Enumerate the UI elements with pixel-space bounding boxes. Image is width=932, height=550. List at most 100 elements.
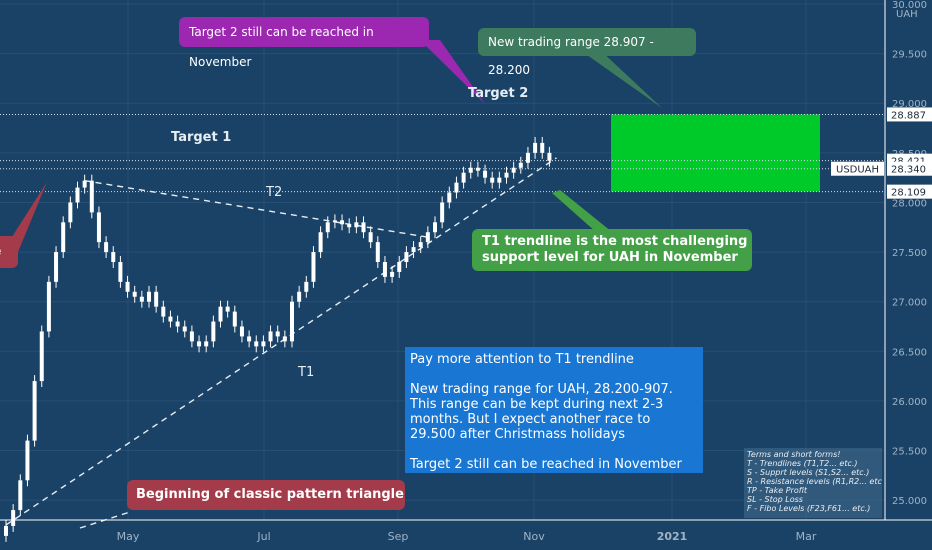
note-para-line: New trading range for UAH, 28.200-907. — [410, 382, 673, 397]
candle-body — [46, 281, 51, 332]
candle-body — [39, 331, 44, 382]
candle-body — [82, 180, 87, 188]
trendline-t2 — [84, 179, 428, 238]
candle-body — [433, 222, 437, 233]
price-tick-label: 27.000 — [892, 298, 927, 309]
candle-body — [425, 232, 430, 243]
candle-body — [447, 192, 452, 203]
t2-label: T2 — [266, 185, 283, 200]
legend-title: Terms and short forms! — [747, 450, 841, 459]
candle-body — [397, 262, 402, 272]
price-level-value: 28.340 — [891, 165, 926, 176]
price-level-tag — [887, 161, 932, 176]
candle-body — [311, 252, 316, 282]
note-para-line: months. But I expect another race to — [410, 412, 651, 427]
price-tick-label: 26.000 — [892, 397, 927, 408]
candle-body — [32, 381, 37, 441]
trading-range-callout: New trading range 28.907 - 28.200 — [478, 28, 696, 77]
candle-body — [232, 311, 237, 327]
left-edge-pointer — [10, 182, 47, 252]
price-level-value: 28.109 — [891, 188, 926, 199]
candle-body — [268, 331, 273, 342]
candle-body — [96, 212, 101, 243]
trading-range-pointer — [580, 50, 662, 108]
target-2-pointer — [420, 40, 485, 104]
legend-item: SL - Stop Loss — [747, 495, 803, 504]
candle-body — [518, 162, 523, 168]
t1-support-pointer — [552, 190, 612, 232]
candle-body — [411, 247, 416, 253]
target-1-label: Target 1 — [171, 130, 232, 145]
candle-body — [290, 301, 294, 342]
candle-body — [125, 281, 130, 292]
candle-body — [475, 167, 480, 171]
target-2-label: Target 2 — [468, 86, 529, 101]
candle-body — [375, 242, 380, 262]
price-tick-label: 28.000 — [892, 198, 927, 209]
t1-support-line-1: T1 trendline is the most challenging — [482, 234, 748, 249]
candle-body — [89, 180, 94, 213]
candle-body — [175, 321, 180, 327]
candle-body — [168, 316, 173, 322]
candle-body — [61, 222, 66, 253]
candle-body — [332, 220, 337, 223]
candle-body — [54, 252, 59, 282]
candle-body — [347, 224, 352, 228]
t1-support-line-2: support level for UAH in November — [482, 250, 738, 265]
candle-body — [304, 281, 309, 292]
candle-body — [4, 525, 8, 536]
candle-body — [497, 177, 502, 183]
candle-body — [118, 262, 123, 282]
candle-body — [340, 220, 345, 225]
note-last-line: Target 2 still can be reached in Novembe… — [410, 457, 682, 472]
price-unit-label: UAH — [896, 9, 918, 20]
candle-body — [104, 242, 109, 253]
legend-item: R - Resistance levels (R1,R2... etc — [747, 477, 882, 486]
price-tick-label: 27.500 — [892, 248, 927, 259]
terms-legend: Terms and short forms! T - Trendlines (T… — [744, 448, 882, 518]
candle-body — [147, 291, 151, 302]
target-range-zone — [611, 114, 820, 192]
candle-body — [354, 222, 359, 228]
trendline-t1 — [5, 157, 557, 526]
price-tick-label: 29.000 — [892, 99, 927, 110]
candle-body — [525, 152, 530, 163]
price-level-value: 28.887 — [891, 110, 926, 121]
candle-body — [25, 440, 30, 481]
candle-body — [68, 202, 73, 223]
note-line-1: Pay more attention to T1 trendline — [410, 352, 634, 367]
candle-body — [440, 202, 445, 223]
candle-body — [211, 321, 216, 342]
candle-body — [189, 331, 194, 342]
t1-support-callout: T1 trendline is the most challenging sup… — [472, 229, 752, 271]
t1-label: T1 — [298, 365, 315, 380]
candle-body — [454, 182, 459, 193]
candle-body — [504, 172, 509, 178]
price-tick-label: 25.500 — [892, 447, 927, 458]
candle-body — [254, 341, 259, 347]
time-tick-label: Sep — [388, 530, 409, 543]
price-level-tag — [887, 107, 932, 122]
price-tick-label: 29.500 — [892, 50, 927, 61]
note-para-line: 29.500 after Christmass holidays — [410, 427, 626, 442]
legend-item: T - Trendlines (T1,T2... etc.) — [747, 459, 858, 468]
candle-body — [282, 336, 287, 342]
time-tick-label: Jul — [256, 530, 270, 543]
candle-body — [18, 480, 23, 511]
target-2-callout: Target 2 still can be reached in Novembe… — [179, 17, 429, 69]
candle-body — [139, 296, 144, 302]
candle-body — [218, 306, 223, 322]
candle-body — [483, 170, 488, 178]
candle-body — [225, 306, 230, 312]
candle-body — [261, 341, 266, 347]
price-level-tag — [887, 184, 932, 199]
legend-item: F - Fibo Levels (F23,F61... etc.) — [747, 504, 871, 513]
candle-body — [390, 271, 395, 277]
candle-body — [275, 331, 280, 337]
candle-body — [197, 341, 202, 347]
candle-body — [247, 336, 252, 342]
analysis-note: Pay more attention to T1 trendline New t… — [405, 347, 703, 473]
time-tick-label: 2021 — [657, 530, 688, 543]
